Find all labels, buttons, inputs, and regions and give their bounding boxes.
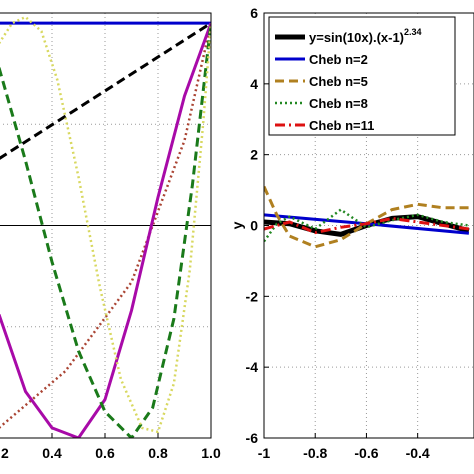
legend-label: Cheb n=11 bbox=[309, 118, 374, 133]
legend-label: Cheb n=5 bbox=[309, 74, 368, 89]
series-group bbox=[0, 15, 211, 438]
legend-label: Cheb n=8 bbox=[309, 96, 368, 111]
x-tick-label: 1.0 bbox=[201, 445, 221, 461]
y-axis-label: y bbox=[229, 221, 245, 229]
legend-label: Cheb n=2 bbox=[309, 52, 368, 67]
x-tick-label: 0.6 bbox=[95, 445, 115, 461]
legend-label: y=sin(10x).(x-1)2.34 bbox=[309, 27, 422, 45]
x-tick-label: -0.8 bbox=[303, 445, 327, 461]
x-tick-label: -1 bbox=[258, 445, 271, 461]
y-tick-label: -2 bbox=[246, 288, 259, 304]
series-line-2 bbox=[264, 185, 469, 249]
x-tick-label: -0.4 bbox=[406, 445, 430, 461]
y-tick-label: -6 bbox=[246, 430, 259, 446]
x-tick-label: 0.2 bbox=[0, 445, 9, 461]
x-tick-label: 0.8 bbox=[148, 445, 168, 461]
y-tick-label: 2 bbox=[250, 147, 258, 163]
y-tick-label: 6 bbox=[250, 5, 258, 21]
y-tick-label: 0 bbox=[250, 218, 258, 234]
series-line-5 bbox=[0, 22, 211, 438]
x-tick-label: -0.6 bbox=[354, 445, 378, 461]
series-line-1 bbox=[0, 21, 211, 160]
series-group bbox=[264, 185, 470, 249]
series-line-4 bbox=[264, 216, 470, 235]
y-tick-label: -4 bbox=[246, 359, 259, 375]
y-tick-label: 4 bbox=[250, 76, 258, 92]
x-tick-label: 0.4 bbox=[42, 445, 62, 461]
legend: y=sin(10x).(x-1)2.34 Cheb n=2 Cheb n=5 Cheb… bbox=[268, 16, 456, 136]
left-chart-panel: 0.2 0.4 0.6 0.8 1.0 bbox=[0, 12, 221, 461]
series-line-4 bbox=[0, 22, 211, 438]
right-chart-panel: -1 -0.8 -0.6 -0.4 -6 -4 -2 0 2 4 6 y y=sin(10x).(x-1… bbox=[229, 5, 474, 461]
legend-superscript: 2.34 bbox=[404, 27, 422, 37]
